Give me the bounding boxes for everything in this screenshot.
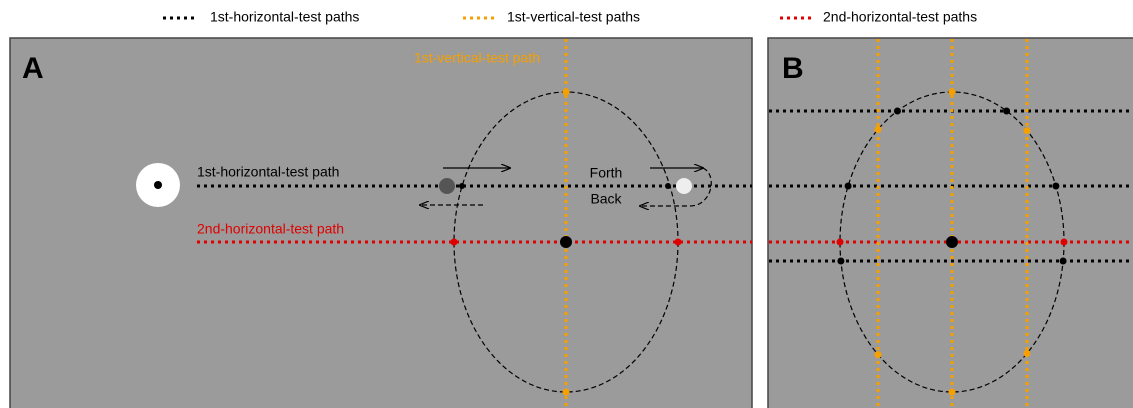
dot	[1023, 127, 1031, 135]
dot	[948, 88, 956, 96]
dot	[837, 257, 845, 265]
dot	[946, 236, 958, 248]
dot	[459, 183, 465, 189]
dot	[1059, 257, 1067, 265]
arrow	[640, 167, 712, 206]
panel-a	[9, 37, 753, 408]
dot	[562, 388, 570, 396]
dot	[560, 236, 572, 248]
dot	[1052, 182, 1060, 190]
panel-label: B	[782, 52, 804, 85]
path-label: 1st-vertical-test path	[414, 50, 540, 66]
dot	[562, 88, 570, 96]
dot	[893, 107, 901, 115]
stimulus-dark	[439, 178, 455, 194]
dot	[1003, 107, 1011, 115]
dot	[665, 183, 671, 189]
direction-label: Back	[590, 191, 622, 207]
legend-label: 1st-vertical-test paths	[507, 9, 640, 25]
dot	[874, 351, 882, 359]
direction-label: Forth	[590, 165, 623, 181]
legend-label: 2nd-horizontal-test paths	[823, 9, 977, 25]
legend-label: 1st-horizontal-test paths	[210, 9, 359, 25]
dot	[1060, 238, 1068, 246]
path-label: 1st-horizontal-test path	[197, 164, 339, 180]
dot	[836, 238, 844, 246]
dot	[674, 238, 682, 246]
dot	[450, 238, 458, 246]
dot	[948, 388, 956, 396]
dot	[844, 182, 852, 190]
stimulus-light	[676, 178, 692, 194]
path-label: 2nd-horizontal-test path	[197, 221, 344, 237]
dot	[1023, 349, 1031, 357]
panel-label: A	[22, 52, 44, 85]
fixation-dot	[154, 181, 162, 189]
dot	[874, 125, 882, 133]
